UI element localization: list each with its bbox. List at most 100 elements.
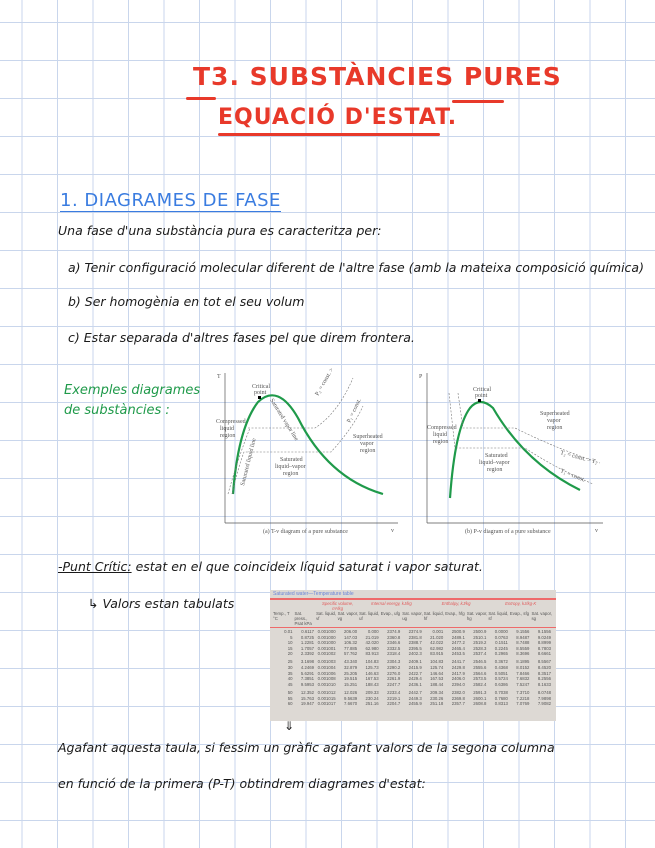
region-label: region xyxy=(433,439,448,445)
table-cell: 4.2469 xyxy=(300,665,315,671)
table-cell: 2388.7 xyxy=(408,640,422,646)
region-label: Compressed xyxy=(427,425,457,431)
examples-label: Exemples diagrames xyxy=(64,383,201,398)
table-cell: 57.762 xyxy=(343,651,358,657)
table-cell: 0.001000 xyxy=(317,634,336,640)
table-cell: 167.53 xyxy=(365,676,379,682)
table-cell: 2429.4 xyxy=(408,676,422,682)
column-header: Sat. liquid, hf xyxy=(423,611,444,621)
table-cell: 2204.7 xyxy=(387,701,401,707)
table-cell: 2374.9 xyxy=(408,629,422,634)
table-cell: 7.3851 xyxy=(300,676,315,682)
saturated-vapor-line-label: Saturated vapor line xyxy=(268,398,299,442)
table-cell: 83.913 xyxy=(365,651,379,657)
critical-label: point xyxy=(254,390,267,396)
y-axis-label: T xyxy=(217,374,221,380)
table-cell: 2346.6 xyxy=(387,640,401,646)
table-cell: 7.0769 xyxy=(516,701,530,707)
critical-point-marker xyxy=(258,396,261,399)
list-item-b: b) Ser homogènia en tot el seu volum xyxy=(68,294,305,309)
table-cell: 2415.9 xyxy=(408,665,422,671)
table-cell: 25 xyxy=(287,659,293,665)
table-cell: 146.63 xyxy=(365,670,379,676)
critical-label: Critical xyxy=(473,387,491,393)
table-cell: 12.352 xyxy=(300,689,315,695)
table-cell: 45 xyxy=(287,681,293,687)
region-label: region xyxy=(283,471,298,477)
saturation-dome xyxy=(231,394,384,496)
table-cell: 35 xyxy=(287,670,293,676)
table-cell: 5.6291 xyxy=(300,670,315,676)
table-cell: 0.0763 xyxy=(494,634,508,640)
column-header: Sat. press., Psat kPa xyxy=(294,611,312,626)
table-cell: 2360.8 xyxy=(387,634,401,640)
table-cell: 0.2245 xyxy=(494,645,508,651)
table-cell: 21.019 xyxy=(365,634,379,640)
table-cell: 15 xyxy=(287,645,293,651)
region-label: vapor xyxy=(547,418,561,424)
table-cell: 2374.9 xyxy=(387,629,401,634)
table-cell: 0.001003 xyxy=(317,659,336,665)
table-cell: 60 xyxy=(287,701,293,707)
saturation-dome xyxy=(448,400,581,499)
column-header: Evap., hfg xyxy=(445,611,465,616)
table-cell: 1.7057 xyxy=(300,645,315,651)
table-cell: 8.0152 xyxy=(516,665,530,671)
table-cell: 83.915 xyxy=(430,651,444,657)
table-cell: 251.18 xyxy=(430,701,444,707)
table-cell: 0.5051 xyxy=(494,670,508,676)
table-cell: 2304.3 xyxy=(387,659,401,665)
title-line-2: EQUACIÓ D'ESTAT. xyxy=(218,105,458,130)
region-label: liquid–vapor xyxy=(479,460,510,466)
table-cell: 2429.8 xyxy=(451,665,465,671)
tv-diagram: T v Critical point Compressed liquid reg… xyxy=(216,368,398,535)
table-cell: 0.001002 xyxy=(317,651,336,657)
table-cell: 0.001010 xyxy=(317,681,336,687)
table-rule xyxy=(270,598,556,600)
region-label: liquid xyxy=(433,432,447,438)
table-cell: 2442.7 xyxy=(408,689,422,695)
table-cell: 2591.3 xyxy=(473,689,487,695)
table-cell: 8.5559 xyxy=(516,645,530,651)
table-cell: 2219.1 xyxy=(387,695,401,701)
p2-label: P₂ = const. > P₁ xyxy=(315,368,339,397)
critical-point-text: estat en el que coincideix líquid satura… xyxy=(135,559,483,574)
table-cell: 106.32 xyxy=(343,640,358,646)
column-header: Evap., sfg xyxy=(509,611,530,616)
table-cell: 0.6386 xyxy=(494,681,508,687)
p1-isobar xyxy=(231,405,364,495)
table-cell: 2555.6 xyxy=(473,665,487,671)
table-cell: 0.5724 xyxy=(494,676,508,682)
table-cell: 42.022 xyxy=(430,640,444,646)
x-axis-label: v xyxy=(595,528,598,534)
p1-label: P₁ = const. xyxy=(346,397,363,424)
table-cell: 2500.9 xyxy=(451,629,465,634)
table-cell: 5 xyxy=(290,634,293,640)
table-cell: 0.4368 xyxy=(494,665,508,671)
critical-point-line: -Punt Crític: estat en el que coincideix… xyxy=(58,559,483,574)
table-cell: 9.5639 xyxy=(343,695,358,701)
table-cell: 21.020 xyxy=(430,634,444,640)
table-cell: 2290.2 xyxy=(387,665,401,671)
table-cell: 0.001015 xyxy=(317,695,336,701)
examples-label: de substàncies : xyxy=(64,403,170,418)
table-cell: 0.001001 xyxy=(317,645,336,651)
conclusion-line-2: en funció de la primera (P-T) obtindrem … xyxy=(58,776,426,791)
intro-text: Una fase d'una substància pura es caract… xyxy=(58,223,382,238)
table-cell: 0.000 xyxy=(367,629,379,634)
table-cell: 7.9082 xyxy=(537,701,551,707)
hook-arrow-icon: ↳ xyxy=(88,596,99,611)
table-cell: 2394.0 xyxy=(451,681,465,687)
table-cell: 7.6670 xyxy=(343,701,358,707)
table-cell: 104.83 xyxy=(365,659,379,665)
table-cell: 2546.5 xyxy=(473,659,487,665)
table-cell: 62.980 xyxy=(365,645,379,651)
x-axis-label: v xyxy=(391,528,394,534)
t2-label: T₂ = const. > T₁ xyxy=(559,450,598,466)
table-cell: 30 xyxy=(287,665,293,671)
table-caption: Saturated water—Temperature table xyxy=(273,591,354,597)
table-cell: 0.001012 xyxy=(317,689,336,695)
table-cell: 7.9898 xyxy=(537,695,551,701)
table-cell: 0.001006 xyxy=(317,670,336,676)
table-cell: 25.205 xyxy=(343,670,358,676)
